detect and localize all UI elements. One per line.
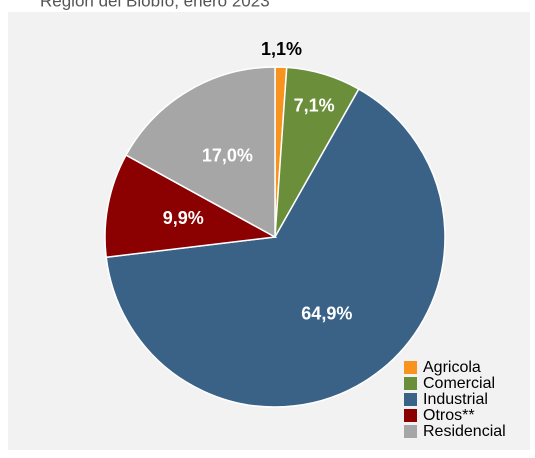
chart-subtitle: Región del Biobío, enero 2023 (40, 0, 270, 10)
data-label: 9,9% (163, 208, 204, 228)
legend-swatch (404, 409, 417, 422)
legend-label: Agricola (423, 359, 481, 376)
legend-swatch (404, 393, 417, 406)
legend-swatch (404, 425, 417, 438)
legend-label: Otros** (423, 407, 475, 424)
data-label: 64,9% (301, 304, 352, 324)
data-label: 17,0% (202, 145, 253, 165)
legend-swatch (404, 361, 417, 374)
pie-slice (104, 154, 278, 259)
data-label: 1,1% (261, 39, 302, 59)
pie-slice (105, 88, 446, 408)
legend-label: Industrial (423, 391, 488, 408)
legend-swatch (404, 377, 417, 390)
pie-slice (125, 66, 276, 239)
data-label: 7,1% (294, 96, 335, 116)
legend-label: Residencial (423, 423, 506, 440)
legend-label: Comercial (423, 375, 495, 392)
